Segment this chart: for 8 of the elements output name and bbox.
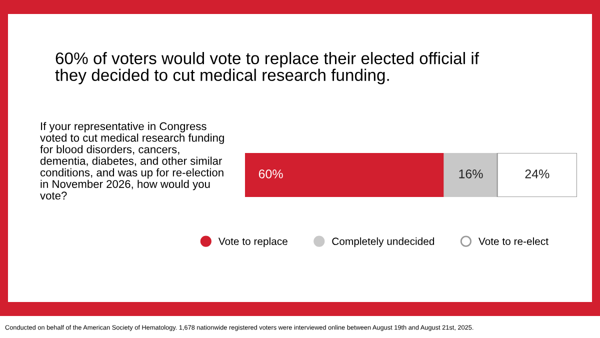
data-label: 60%: [258, 170, 283, 178]
text: 60% of voters would vote to replace their elected official if they decided to cut medical research funding.: [55, 52, 480, 84]
legend-label: Vote to replace: [218, 237, 288, 248]
data-label: 24%: [525, 170, 550, 178]
legend-label: Completely undecided: [332, 237, 434, 248]
text: If your representative in Congress voted to cut medical research funding for blood disorders, cancers, dementia, diabetes, and other similar conditions, and was up for re-election in November 2026, how would you vote?: [40, 122, 224, 200]
data-label: 16%: [459, 170, 483, 178]
legend-label: Vote to re-elect: [478, 237, 548, 246]
